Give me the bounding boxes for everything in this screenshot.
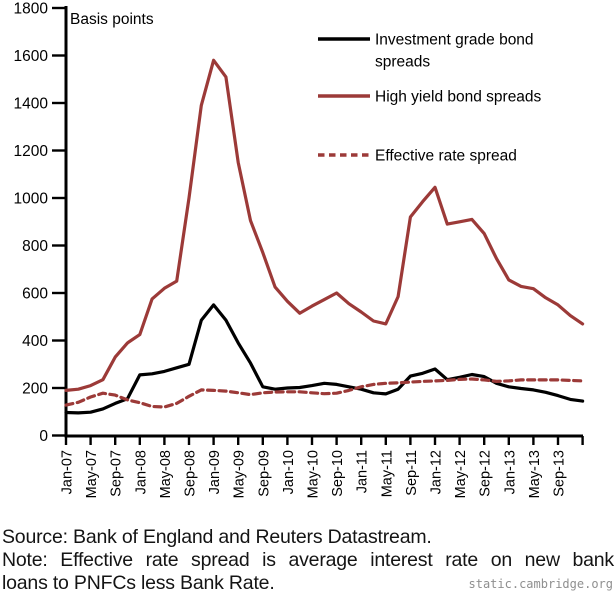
legend-label: spreads (375, 54, 430, 71)
source-text: Source: Bank of England and Reuters Data… (2, 526, 432, 548)
x-tick-label: Sep-13 (552, 450, 568, 497)
y-axis-title: Basis points (70, 11, 154, 28)
legend-label: Investment grade bond (375, 32, 534, 49)
y-tick-label: 1400 (14, 96, 49, 113)
y-tick-label: 1000 (14, 191, 49, 208)
x-tick-label: Jan-07 (60, 450, 76, 494)
x-tick-label: May-07 (84, 450, 100, 498)
legend-label: Effective rate spread (375, 148, 517, 165)
caption-block: Source: Bank of England and Reuters Data… (2, 526, 614, 595)
x-tick-label: Sep-11 (404, 450, 420, 496)
x-tick-label: Sep-08 (183, 450, 199, 497)
x-tick-label: Jan-08 (133, 450, 149, 494)
x-tick-label: Sep-12 (478, 450, 494, 497)
note-text-line1: Note: Effective rate spread is average i… (2, 549, 614, 571)
y-tick-label: 400 (22, 333, 48, 350)
x-tick-label: May-09 (232, 450, 248, 498)
x-tick-label: Jan-12 (429, 450, 445, 494)
y-tick-label: 200 (22, 381, 48, 398)
y-tick-label: 1800 (14, 1, 49, 18)
watermark-text: static.cambridge.org (468, 577, 614, 591)
x-tick-label: Jan-10 (281, 450, 297, 494)
axes (64, 6, 583, 438)
y-tick-label: 1200 (14, 143, 49, 160)
y-tick-label: 600 (22, 286, 48, 303)
y-axis-tick-labels: 0 200 400 600 800 1000 1200 1400 1600 1800 (14, 1, 49, 446)
x-tick-label: May-10 (306, 450, 322, 498)
x-tick-label: Sep-09 (256, 450, 272, 497)
y-tick-label: 1600 (14, 48, 49, 65)
bond-spreads-chart: 0 200 400 600 800 1000 1200 1400 1600 1800 Jan-07… (14, 1, 585, 498)
y-tick-label: 0 (39, 428, 48, 445)
x-tick-label: Sep-10 (330, 450, 346, 497)
y-tick-label: 800 (22, 238, 48, 255)
series-line-effective-rate (64, 377, 585, 409)
series-line-high-yield (64, 58, 585, 392)
x-axis-ticks (64, 436, 584, 445)
x-axis-tick-labels: Jan-07 May-07 Sep-07 Jan-08 May-08 Sep-08 Jan-… (60, 450, 568, 498)
legend: Investment grade bond spreads High yield b… (318, 32, 542, 165)
x-tick-label: Jan-09 (207, 450, 223, 494)
chart-figure: 0 200 400 600 800 1000 1200 1400 1600 1800 Jan-07… (14, 1, 585, 498)
x-tick-label: May-13 (527, 450, 543, 498)
y-axis-ticks (52, 6, 66, 437)
x-tick-label: Jan-13 (502, 450, 518, 494)
series-line-investment-grade (64, 303, 585, 415)
x-tick-label: May-08 (158, 450, 174, 498)
series-lines (64, 58, 585, 415)
note-text-line2: loans to PNFCs less Bank Rate. (2, 572, 275, 594)
x-tick-label: May-12 (453, 450, 469, 498)
x-tick-label: Sep-07 (109, 450, 125, 497)
legend-label: High yield bond spreads (375, 89, 542, 106)
x-tick-label: Jan-11 (355, 450, 371, 493)
x-tick-label: May-11 (379, 450, 395, 497)
